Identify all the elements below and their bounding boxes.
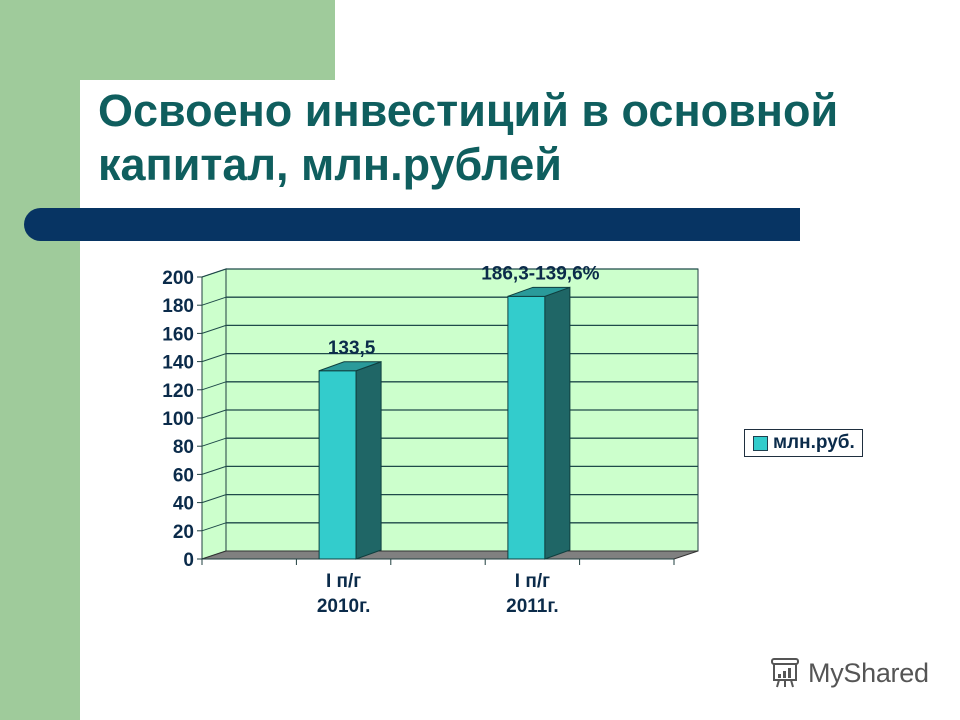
gridline-side [201,409,227,419]
bar-top [318,361,382,372]
x-axis-label: I п/г [515,571,550,592]
x-axis-label: 2010г. [317,596,371,617]
gridline-side [201,324,227,334]
watermark: MyShared [768,656,929,690]
y-axis-label: 200 [162,268,194,289]
gridline-side [201,353,227,363]
bar-side [544,286,571,560]
gridline-side [201,437,227,447]
y-axis-label: 140 [162,353,194,374]
gridline-side [201,268,227,278]
y-axis-label: 180 [162,296,194,317]
bar-front [318,370,357,560]
slide-title: Освоено инвестиций в основной капитал, м… [98,85,839,190]
y-axis-label: 160 [162,324,194,345]
bar-front [507,295,546,560]
gridline-side [201,522,227,532]
legend-swatch [753,435,768,451]
legend-label: млн.руб. [773,432,855,453]
data-label: 133,5 [328,338,376,359]
chart-floor [201,550,699,560]
y-axis-label: 20 [173,522,194,543]
bar-top [507,286,571,297]
chart-legend: млн.руб. [744,429,863,457]
gridline-side [201,465,227,475]
background-green-left [0,0,80,720]
y-axis-label: 120 [162,381,194,402]
y-axis-label: 0 [183,550,194,571]
data-label: 186,3-139,6% [481,263,599,284]
watermark-text: MyShared [808,657,929,688]
y-axis-label: 100 [162,409,194,430]
x-axis-label: I п/г [326,571,361,592]
bar-side [355,361,382,560]
accent-bar [24,208,800,241]
gridline-side [201,381,227,391]
gridline-side [201,296,227,306]
y-axis-label: 80 [173,437,194,458]
x-axis-label: 2011г. [506,596,559,617]
gridline-side [201,494,227,504]
y-axis-label: 60 [173,465,194,486]
presentation-board-icon [771,658,799,688]
y-axis-label: 40 [173,494,194,515]
